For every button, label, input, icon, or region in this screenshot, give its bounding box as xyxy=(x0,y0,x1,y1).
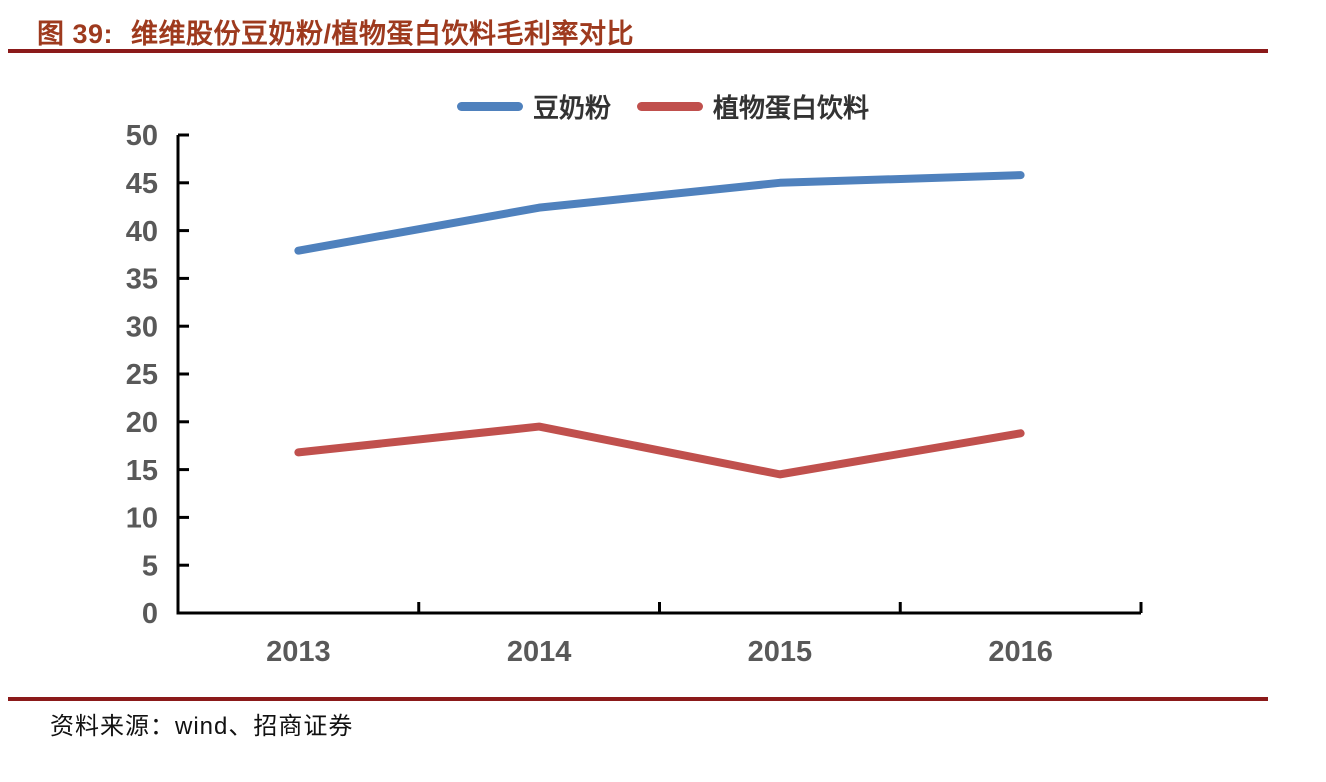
legend-item-plant-protein-drink: 植物蛋白饮料 xyxy=(637,88,869,125)
y-tick-label: 40 xyxy=(126,216,158,248)
x-tick-label: 2014 xyxy=(507,636,572,668)
line-chart: 0 5 10 15 20 25 30 35 40 45 50 2013 2014 2015 2016 xyxy=(126,120,1143,668)
series-line-1 xyxy=(294,422,1025,479)
y-tick-label: 30 xyxy=(126,311,158,343)
y-tick-label: 20 xyxy=(126,407,158,439)
legend-item-soymilk-powder: 豆奶粉 xyxy=(456,88,611,125)
legend-line-swatch-red xyxy=(637,102,703,111)
y-tick-label: 50 xyxy=(126,120,158,152)
legend-label: 植物蛋白饮料 xyxy=(713,93,870,123)
y-tick-label: 10 xyxy=(126,503,158,535)
figure-label: 图 39: xyxy=(37,19,114,49)
y-tick-label: 25 xyxy=(126,359,158,391)
chart-legend: 豆奶粉 植物蛋白饮料 xyxy=(0,88,1326,125)
footer-rule xyxy=(8,697,1268,701)
y-tick-label: 5 xyxy=(142,550,158,582)
legend-line-swatch-blue xyxy=(456,102,523,111)
x-tick-label: 2016 xyxy=(988,636,1053,668)
source-note: 资料来源：wind、招商证券 xyxy=(50,713,354,740)
y-tick-label: 15 xyxy=(126,455,158,487)
y-tick-label: 45 xyxy=(126,168,158,200)
x-tick-label: 2013 xyxy=(266,636,331,668)
y-tick-label: 35 xyxy=(126,264,158,296)
axis-line xyxy=(176,135,1141,615)
legend-label: 豆奶粉 xyxy=(532,93,611,123)
title-underline-rule xyxy=(8,49,1268,53)
figure-title: 图 39: 维维股份豆奶粉/植物蛋白饮料毛利率对比 xyxy=(37,12,634,51)
figure-name: 维维股份豆奶粉/植物蛋白饮料毛利率对比 xyxy=(131,19,635,49)
series-line-0 xyxy=(294,171,1025,255)
y-tick-label: 0 xyxy=(142,598,158,630)
x-tick-label: 2015 xyxy=(748,636,813,668)
